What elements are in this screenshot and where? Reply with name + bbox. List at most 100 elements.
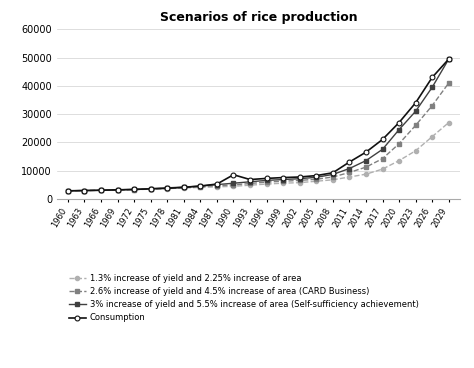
3% increase of yield and 5.5% increase of area (Self-sufficiency achievement): [413, 109, 419, 113]
3% increase of yield and 5.5% increase of area (Self-sufficiency achievement): [297, 177, 302, 181]
3% increase of yield and 5.5% increase of area (Self-sufficiency achievement): [214, 183, 220, 187]
Consumption: [231, 173, 237, 177]
Legend: 1.3% increase of yield and 2.25% increase of area, 2.6% increase of yield and 4.: 1.3% increase of yield and 2.25% increas…: [69, 274, 419, 322]
Line: 3% increase of yield and 5.5% increase of area (Self-sufficiency achievement): 3% increase of yield and 5.5% increase o…: [66, 57, 451, 193]
2.6% increase of yield and 4.5% increase of area (CARD Business): [313, 177, 319, 181]
1.3% increase of yield and 2.25% increase of area: [198, 185, 203, 190]
2.6% increase of yield and 4.5% increase of area (CARD Business): [346, 170, 352, 175]
Consumption: [280, 176, 286, 180]
1.3% increase of yield and 2.25% increase of area: [247, 183, 253, 187]
3% increase of yield and 5.5% increase of area (Self-sufficiency achievement): [231, 181, 237, 185]
3% increase of yield and 5.5% increase of area (Self-sufficiency achievement): [330, 172, 336, 177]
1.3% increase of yield and 2.25% increase of area: [98, 188, 104, 192]
Consumption: [148, 187, 154, 191]
1.3% increase of yield and 2.25% increase of area: [429, 134, 435, 139]
2.6% increase of yield and 4.5% increase of area (CARD Business): [82, 188, 87, 193]
3% increase of yield and 5.5% increase of area (Self-sufficiency achievement): [346, 166, 352, 171]
1.3% increase of yield and 2.25% increase of area: [264, 182, 269, 186]
2.6% increase of yield and 4.5% increase of area (CARD Business): [396, 142, 402, 146]
Consumption: [330, 170, 336, 175]
1.3% increase of yield and 2.25% increase of area: [313, 179, 319, 183]
1.3% increase of yield and 2.25% increase of area: [297, 180, 302, 185]
Consumption: [413, 100, 419, 105]
1.3% increase of yield and 2.25% increase of area: [396, 158, 402, 163]
Consumption: [297, 175, 302, 179]
1.3% increase of yield and 2.25% increase of area: [131, 187, 137, 192]
1.3% increase of yield and 2.25% increase of area: [65, 189, 71, 193]
2.6% increase of yield and 4.5% increase of area (CARD Business): [446, 81, 452, 85]
2.6% increase of yield and 4.5% increase of area (CARD Business): [181, 185, 187, 190]
1.3% increase of yield and 2.25% increase of area: [330, 178, 336, 182]
Consumption: [115, 188, 120, 192]
2.6% increase of yield and 4.5% increase of area (CARD Business): [330, 175, 336, 179]
Line: Consumption: Consumption: [65, 57, 451, 193]
2.6% increase of yield and 4.5% increase of area (CARD Business): [247, 181, 253, 186]
1.3% increase of yield and 2.25% increase of area: [164, 186, 170, 191]
1.3% increase of yield and 2.25% increase of area: [181, 186, 187, 190]
1.3% increase of yield and 2.25% increase of area: [346, 175, 352, 179]
Consumption: [214, 182, 220, 186]
2.6% increase of yield and 4.5% increase of area (CARD Business): [231, 183, 237, 187]
Consumption: [98, 188, 104, 192]
1.3% increase of yield and 2.25% increase of area: [115, 188, 120, 192]
2.6% increase of yield and 4.5% increase of area (CARD Business): [164, 186, 170, 191]
3% increase of yield and 5.5% increase of area (Self-sufficiency achievement): [247, 180, 253, 184]
3% increase of yield and 5.5% increase of area (Self-sufficiency achievement): [396, 127, 402, 132]
3% increase of yield and 5.5% increase of area (Self-sufficiency achievement): [115, 188, 120, 192]
3% increase of yield and 5.5% increase of area (Self-sufficiency achievement): [380, 147, 385, 152]
3% increase of yield and 5.5% increase of area (Self-sufficiency achievement): [82, 188, 87, 193]
Consumption: [264, 176, 269, 181]
3% increase of yield and 5.5% increase of area (Self-sufficiency achievement): [313, 175, 319, 180]
3% increase of yield and 5.5% increase of area (Self-sufficiency achievement): [363, 158, 369, 163]
2.6% increase of yield and 4.5% increase of area (CARD Business): [98, 188, 104, 192]
Consumption: [363, 150, 369, 155]
Line: 2.6% increase of yield and 4.5% increase of area (CARD Business): 2.6% increase of yield and 4.5% increase…: [66, 81, 451, 193]
3% increase of yield and 5.5% increase of area (Self-sufficiency achievement): [429, 85, 435, 89]
1.3% increase of yield and 2.25% increase of area: [148, 187, 154, 191]
2.6% increase of yield and 4.5% increase of area (CARD Business): [264, 180, 269, 184]
Title: Scenarios of rice production: Scenarios of rice production: [160, 11, 357, 24]
Consumption: [164, 186, 170, 191]
2.6% increase of yield and 4.5% increase of area (CARD Business): [198, 184, 203, 189]
1.3% increase of yield and 2.25% increase of area: [82, 188, 87, 193]
Consumption: [313, 173, 319, 178]
1.3% increase of yield and 2.25% increase of area: [214, 185, 220, 189]
3% increase of yield and 5.5% increase of area (Self-sufficiency achievement): [148, 187, 154, 191]
2.6% increase of yield and 4.5% increase of area (CARD Business): [297, 178, 302, 183]
Consumption: [181, 185, 187, 190]
3% increase of yield and 5.5% increase of area (Self-sufficiency achievement): [65, 189, 71, 193]
2.6% increase of yield and 4.5% increase of area (CARD Business): [214, 184, 220, 188]
1.3% increase of yield and 2.25% increase of area: [380, 167, 385, 171]
Line: 1.3% increase of yield and 2.25% increase of area: 1.3% increase of yield and 2.25% increas…: [66, 120, 451, 193]
1.3% increase of yield and 2.25% increase of area: [363, 172, 369, 176]
3% increase of yield and 5.5% increase of area (Self-sufficiency achievement): [181, 185, 187, 189]
2.6% increase of yield and 4.5% increase of area (CARD Business): [280, 179, 286, 183]
1.3% increase of yield and 2.25% increase of area: [413, 149, 419, 153]
3% increase of yield and 5.5% increase of area (Self-sufficiency achievement): [264, 178, 269, 183]
2.6% increase of yield and 4.5% increase of area (CARD Business): [148, 187, 154, 191]
2.6% increase of yield and 4.5% increase of area (CARD Business): [65, 189, 71, 193]
Consumption: [82, 188, 87, 193]
Consumption: [446, 57, 452, 61]
2.6% increase of yield and 4.5% increase of area (CARD Business): [429, 103, 435, 108]
2.6% increase of yield and 4.5% increase of area (CARD Business): [131, 187, 137, 192]
3% increase of yield and 5.5% increase of area (Self-sufficiency achievement): [446, 57, 452, 61]
Consumption: [65, 189, 71, 193]
2.6% increase of yield and 4.5% increase of area (CARD Business): [115, 188, 120, 192]
Consumption: [198, 184, 203, 188]
Consumption: [396, 120, 402, 125]
2.6% increase of yield and 4.5% increase of area (CARD Business): [380, 156, 385, 161]
Consumption: [429, 75, 435, 79]
1.3% increase of yield and 2.25% increase of area: [446, 120, 452, 125]
1.3% increase of yield and 2.25% increase of area: [280, 181, 286, 185]
3% increase of yield and 5.5% increase of area (Self-sufficiency achievement): [198, 184, 203, 188]
Consumption: [346, 160, 352, 164]
1.3% increase of yield and 2.25% increase of area: [231, 184, 237, 188]
3% increase of yield and 5.5% increase of area (Self-sufficiency achievement): [164, 185, 170, 190]
3% increase of yield and 5.5% increase of area (Self-sufficiency achievement): [98, 188, 104, 192]
Consumption: [247, 177, 253, 182]
Consumption: [131, 187, 137, 192]
Consumption: [380, 137, 385, 142]
3% increase of yield and 5.5% increase of area (Self-sufficiency achievement): [280, 177, 286, 182]
3% increase of yield and 5.5% increase of area (Self-sufficiency achievement): [131, 187, 137, 192]
